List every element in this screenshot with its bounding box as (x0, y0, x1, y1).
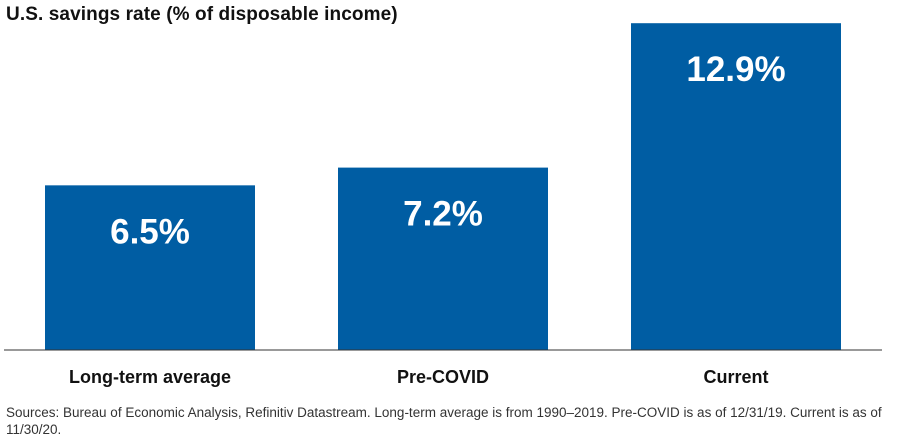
category-labels-group: Long-term average Pre-COVID Current (69, 367, 769, 387)
chart-title: U.S. savings rate (% of disposable incom… (6, 4, 398, 25)
data-label-current: 12.9% (686, 50, 785, 89)
category-label-current: Current (703, 367, 768, 387)
category-label-pre-covid: Pre-COVID (397, 367, 489, 387)
category-label-long-term-average: Long-term average (69, 367, 231, 387)
data-label-long-term-average: 6.5% (110, 212, 190, 251)
data-label-pre-covid: 7.2% (403, 195, 483, 234)
bar-chart: 6.5% 7.2% 12.9% Long-term average Pre-COVID… (4, 23, 882, 387)
bar-current (631, 23, 841, 350)
bars-group: 6.5% 7.2% 12.9% (45, 23, 841, 350)
bar-long-term-average (45, 185, 255, 350)
source-footnote: Sources: Bureau of Economic Analysis, Re… (6, 405, 882, 437)
bar-pre-covid (338, 167, 548, 350)
